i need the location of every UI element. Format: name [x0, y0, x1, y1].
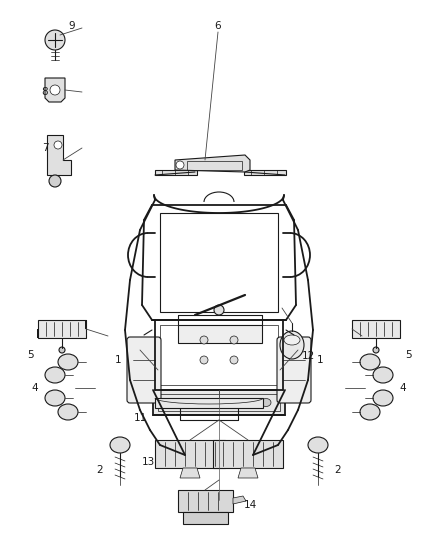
Bar [155, 440, 225, 468]
Text: 2: 2 [335, 465, 341, 475]
Text: 2: 2 [97, 465, 103, 475]
Text: 12: 12 [301, 351, 314, 361]
Ellipse shape [45, 30, 65, 50]
Ellipse shape [54, 141, 62, 149]
Bar [160, 325, 278, 385]
Text: 4: 4 [400, 383, 406, 393]
Bar [178, 325, 262, 343]
Polygon shape [45, 78, 65, 102]
Ellipse shape [110, 437, 130, 453]
Bar [213, 440, 283, 468]
Ellipse shape [360, 404, 380, 420]
Ellipse shape [230, 336, 238, 344]
Ellipse shape [58, 354, 78, 370]
Ellipse shape [59, 347, 65, 353]
Bar [158, 394, 280, 411]
Polygon shape [180, 468, 200, 478]
Text: 8: 8 [42, 87, 48, 97]
Bar [160, 213, 278, 312]
Text: 1: 1 [115, 355, 121, 365]
Text: 11: 11 [134, 413, 147, 423]
Bar [183, 512, 228, 524]
FancyBboxPatch shape [127, 337, 161, 403]
Polygon shape [233, 496, 246, 504]
Ellipse shape [284, 335, 300, 345]
Ellipse shape [200, 336, 208, 344]
Ellipse shape [373, 347, 379, 353]
Ellipse shape [308, 437, 328, 453]
Text: 9: 9 [69, 21, 75, 31]
Ellipse shape [360, 354, 380, 370]
Ellipse shape [176, 161, 184, 169]
Ellipse shape [230, 356, 238, 364]
Bar [153, 390, 285, 415]
Text: 1: 1 [317, 355, 323, 365]
Ellipse shape [168, 399, 178, 407]
Ellipse shape [191, 399, 201, 407]
Ellipse shape [261, 399, 271, 407]
Text: 7: 7 [42, 143, 48, 153]
Text: 5: 5 [405, 350, 411, 360]
Ellipse shape [238, 399, 248, 407]
Text: 4: 4 [32, 383, 38, 393]
Ellipse shape [45, 390, 65, 406]
Ellipse shape [200, 356, 208, 364]
Ellipse shape [373, 367, 393, 383]
Bar [155, 170, 197, 175]
Ellipse shape [58, 404, 78, 420]
Polygon shape [47, 135, 71, 175]
Text: 14: 14 [244, 500, 257, 510]
Ellipse shape [280, 331, 304, 359]
Bar [244, 170, 286, 175]
FancyBboxPatch shape [277, 337, 311, 403]
Polygon shape [238, 468, 258, 478]
Bar [352, 320, 400, 338]
Bar [178, 490, 233, 512]
Ellipse shape [214, 305, 224, 315]
Polygon shape [175, 155, 250, 172]
Bar [38, 320, 86, 338]
Ellipse shape [45, 367, 65, 383]
Ellipse shape [50, 85, 60, 95]
Ellipse shape [373, 390, 393, 406]
Polygon shape [155, 398, 263, 408]
Text: 6: 6 [215, 21, 221, 31]
Bar [187, 161, 242, 170]
Text: 13: 13 [141, 457, 155, 467]
Ellipse shape [49, 175, 61, 187]
Text: 5: 5 [27, 350, 33, 360]
